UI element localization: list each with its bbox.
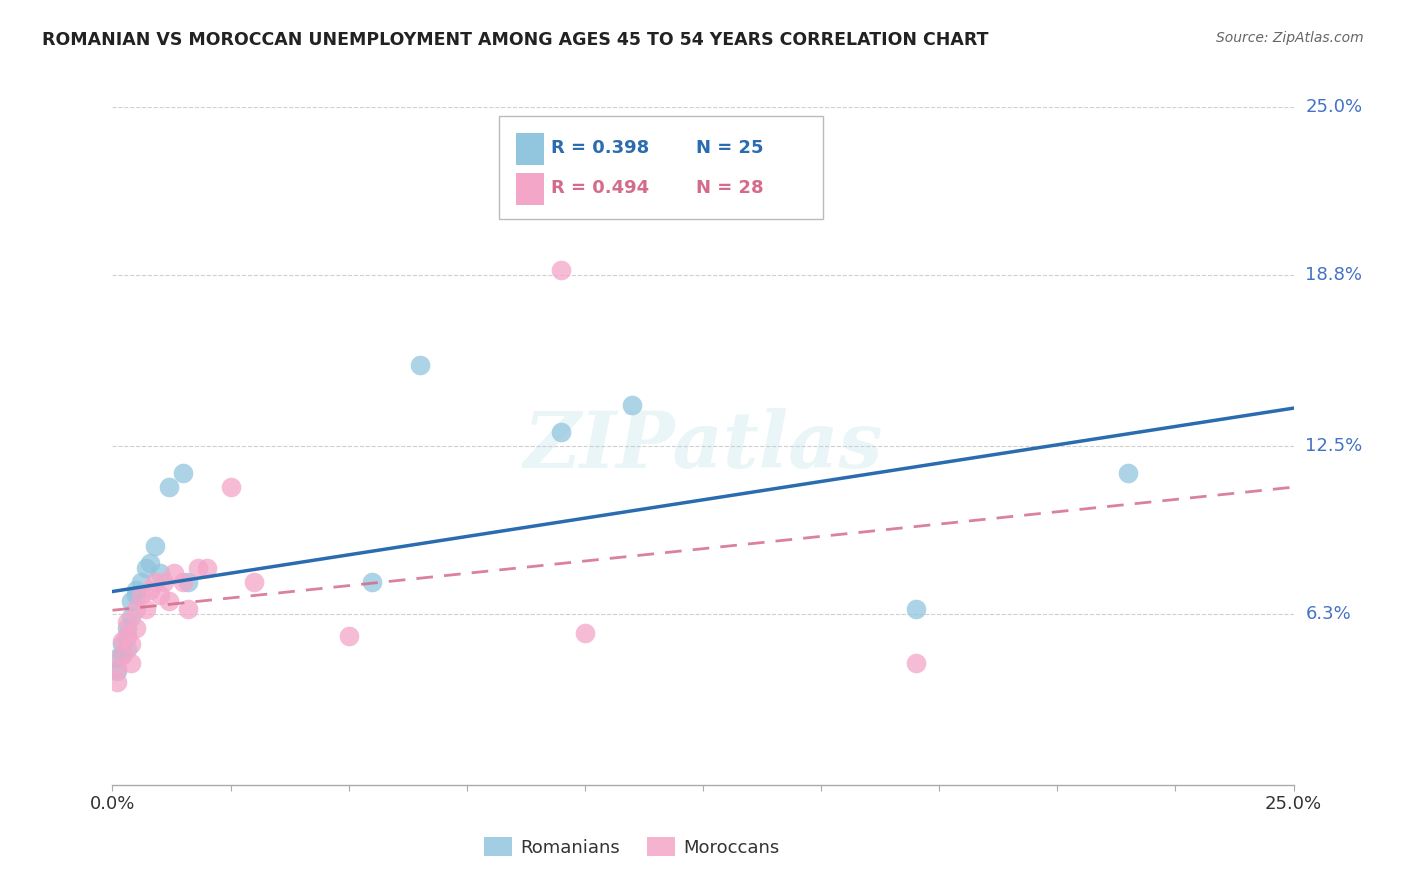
Point: [115, 615, 138, 630]
Point: [337, 629, 360, 643]
Point: [125, 621, 148, 635]
Point: [904, 656, 927, 670]
Point: [153, 574, 176, 589]
Point: [111, 637, 134, 651]
Text: ROMANIAN VS MOROCCAN UNEMPLOYMENT AMONG AGES 45 TO 54 YEARS CORRELATION CHART: ROMANIAN VS MOROCCAN UNEMPLOYMENT AMONG …: [42, 31, 988, 49]
Point: [111, 634, 134, 648]
Point: [172, 574, 194, 589]
Point: [177, 574, 200, 589]
Point: [904, 601, 927, 615]
Point: [135, 601, 157, 615]
Text: N = 28: N = 28: [696, 179, 763, 197]
Point: [120, 593, 142, 607]
Point: [408, 358, 430, 372]
Point: [120, 637, 142, 651]
Point: [143, 574, 166, 589]
Point: [115, 642, 138, 657]
Legend: Romanians, Moroccans: Romanians, Moroccans: [477, 830, 787, 864]
Point: [177, 601, 200, 615]
Point: [111, 648, 134, 662]
Point: [550, 262, 572, 277]
Point: [120, 610, 142, 624]
Point: [111, 648, 134, 662]
Point: [139, 582, 162, 597]
Point: [1116, 466, 1139, 480]
Text: 6.3%: 6.3%: [1305, 605, 1351, 624]
Point: [157, 593, 180, 607]
Point: [172, 466, 194, 480]
Point: [120, 656, 142, 670]
Point: [125, 601, 148, 615]
Text: Source: ZipAtlas.com: Source: ZipAtlas.com: [1216, 31, 1364, 45]
Point: [105, 674, 128, 689]
Point: [157, 480, 180, 494]
Point: [243, 574, 266, 589]
Point: [621, 398, 644, 412]
Text: N = 25: N = 25: [696, 139, 763, 157]
Point: [135, 561, 157, 575]
Point: [139, 556, 162, 570]
Text: ZIPatlas: ZIPatlas: [523, 408, 883, 484]
Point: [105, 661, 128, 675]
Text: 18.8%: 18.8%: [1305, 266, 1362, 285]
Text: R = 0.494: R = 0.494: [551, 179, 650, 197]
Text: R = 0.398: R = 0.398: [551, 139, 650, 157]
Point: [149, 588, 172, 602]
Point: [105, 664, 128, 678]
Point: [115, 629, 138, 643]
Point: [125, 582, 148, 597]
Point: [195, 561, 218, 575]
Point: [143, 539, 166, 553]
Point: [115, 629, 138, 643]
Point: [163, 566, 186, 581]
Point: [129, 588, 152, 602]
Point: [129, 574, 152, 589]
Point: [186, 561, 208, 575]
Point: [550, 425, 572, 440]
Point: [105, 650, 128, 665]
Point: [115, 621, 138, 635]
Text: 12.5%: 12.5%: [1305, 437, 1362, 455]
Point: [125, 588, 148, 602]
Text: 25.0%: 25.0%: [1305, 98, 1362, 116]
Point: [574, 626, 596, 640]
Point: [361, 574, 384, 589]
Point: [149, 566, 172, 581]
Point: [219, 480, 242, 494]
